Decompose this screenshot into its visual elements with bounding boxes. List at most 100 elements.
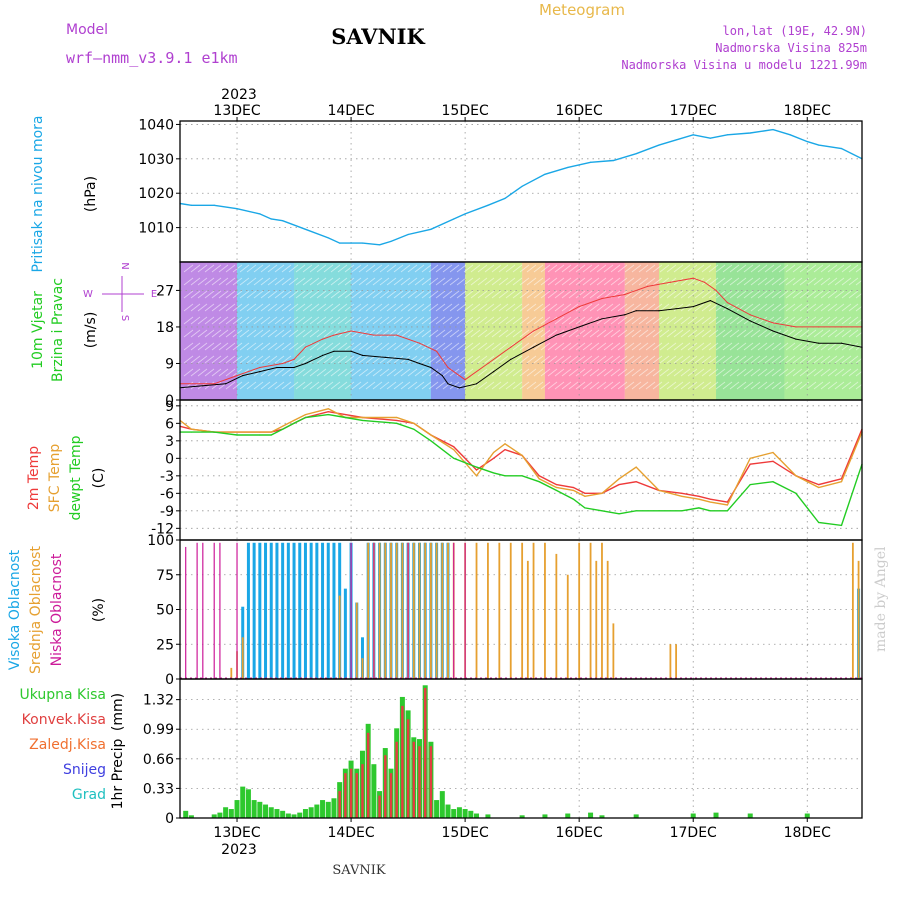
wind-barb-stroke [561,316,572,325]
wind-barb-stroke [722,342,733,351]
wind-barb-stroke [379,277,390,286]
wind-barb-stroke [456,316,467,325]
cloud-bar [435,542,438,679]
wind-barb-stroke [533,355,544,364]
wind-barb-stroke [757,290,768,299]
wind-point [276,366,278,369]
pressure-point [789,134,791,136]
precip-bar [451,809,457,818]
wind-point [669,281,672,283]
wind-barb-stroke [589,303,600,312]
wind-barb-stroke [428,303,439,312]
wind-barb-stroke [827,329,838,338]
pressure-point [213,204,215,206]
wind-barb-stroke [722,264,733,273]
y-tick-label: 1020 [138,186,174,202]
wind-barb-stroke [701,290,712,299]
wind-point [749,314,751,316]
wind-barb-stroke [652,303,663,312]
wind-barb-stroke [603,290,614,299]
wind-barb-stroke [218,329,229,338]
wind-barb-stroke [414,290,425,299]
wind-barb-stroke [687,316,698,325]
pressure-point [339,242,341,244]
pressure-point [259,213,261,215]
wind-barb-stroke [281,316,292,325]
day-label-bottom: 13DEC [213,825,260,841]
wind-barb-stroke [239,342,250,351]
wind-point [225,383,227,385]
wind-barb-stroke [351,264,362,273]
wind-barb-stroke [400,329,411,338]
wind-barb-stroke [575,264,586,273]
wind-barb-stroke [841,264,852,273]
temperature-point [584,507,586,509]
wind-barb-stroke [330,368,341,377]
wind-barb-stroke [519,316,530,325]
wind-barb-stroke [771,290,782,299]
cloud-bar [241,637,244,679]
wind-barb-stroke [638,381,649,390]
wind-barb-stroke [337,355,348,364]
wind-barb-stroke [449,277,460,286]
wind-barb-stroke [470,264,481,273]
temperature-point [327,413,329,416]
wind-barb-band [237,262,295,400]
temperature-point [818,521,820,524]
wind-barb-stroke [687,381,698,390]
wind-barb-stroke [316,316,327,325]
wind-barb-stroke [708,342,719,351]
wind-barb-stroke [813,342,824,351]
wind-point [692,277,694,279]
wind-barb-stroke [428,277,439,286]
wind-barb-stroke [400,290,411,299]
wind-barb-stroke [330,290,341,299]
wind-barb-stroke [316,303,327,312]
wind-barb-stroke [505,342,516,351]
temperature-point [681,492,683,494]
pressure-point [270,218,272,220]
wind-barb-stroke [393,316,404,325]
wind-barb-stroke [337,316,348,325]
wind-barb-stroke [400,342,411,351]
wind-barb-stroke [855,264,866,273]
wind-barb-stroke [715,303,726,312]
temperature-point [698,495,700,497]
pressure-point [282,220,284,222]
wind-barb-stroke [701,368,712,377]
wind-barb-stroke [771,277,782,286]
wind-point [282,362,284,365]
wind-barb-stroke [358,290,369,299]
wind-barb-stroke [435,290,446,299]
y-tick-label: -3 [160,469,174,485]
wind-barb-stroke [799,355,810,364]
wind-point [555,318,557,320]
wind-barb-stroke [582,368,593,377]
cloud-bar [315,542,319,679]
cloud-ylabel: Visoka Oblacnost Srednja Oblacnost Niska… [7,546,107,674]
wind-barb-stroke [260,303,271,312]
wind-barb-stroke [358,303,369,312]
wind-barb-stroke [743,329,754,338]
cloud-bar [390,542,392,679]
wind-barb-stroke [799,303,810,312]
temperature-point [282,428,284,430]
wind-barb-stroke [750,368,761,377]
wind-barb-stroke [834,303,845,312]
pressure-point [544,173,546,175]
y-tick-label: 9 [165,356,174,372]
cloud-bar [407,542,409,679]
precip-bar [361,764,364,818]
wind-barb-stroke [722,381,733,390]
temperature-point [538,481,540,483]
wind-barb-stroke [288,290,299,299]
precip-bar [747,813,753,818]
wind-barb-stroke [610,342,621,351]
wind-barb-stroke [351,316,362,325]
precip-bar [406,719,410,818]
wind-barb-stroke [267,264,278,273]
y-tick-label: -6 [160,486,174,502]
precip-bar [314,804,320,818]
wind-barb-stroke [477,329,488,338]
wind-barb-stroke [484,329,495,338]
